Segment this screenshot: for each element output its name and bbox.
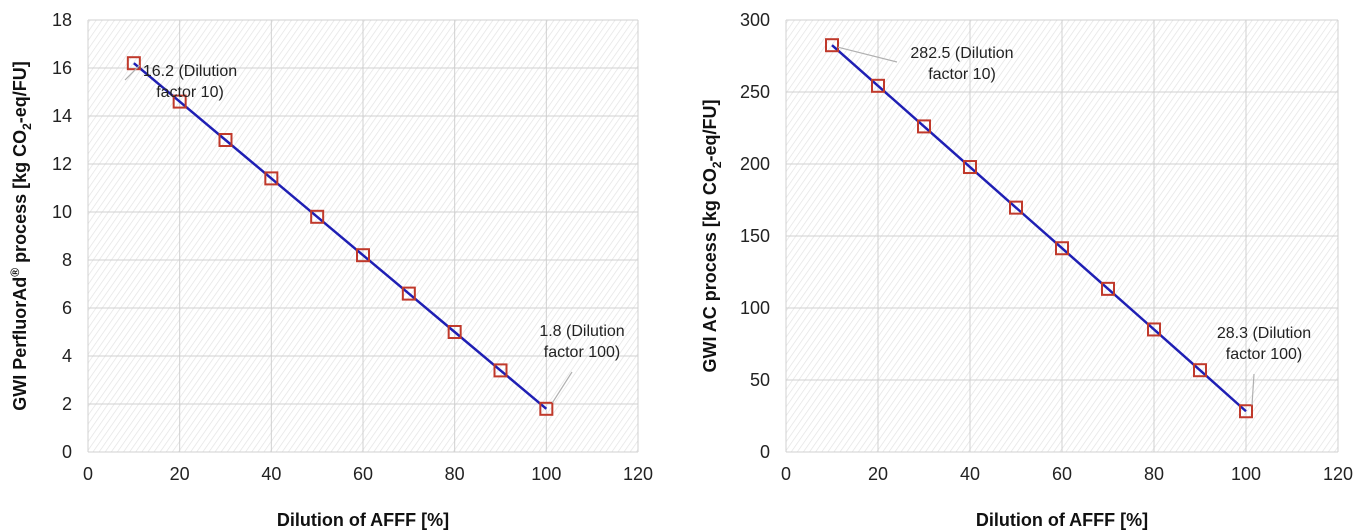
data-point-marker: [963, 160, 977, 175]
y-tick-label: 8: [62, 250, 72, 270]
data-annotation: 28.3 (Dilution factor 100): [1217, 325, 1311, 363]
annotation-leader-line: [837, 46, 898, 63]
data-point-marker: [493, 363, 508, 378]
y-axis-title: GWI PerfluorAd® process [kg CO2-eq/FU]: [8, 61, 34, 411]
y-tick-label: 2: [62, 394, 72, 414]
x-tick-label: 20: [170, 464, 190, 484]
x-tick-label: 0: [781, 464, 791, 484]
y-tick-label: 150: [740, 226, 770, 246]
y-tick-label: 18: [52, 10, 72, 30]
left-chart-panel: 0 2 4 6 8 10 12 14 16 18 0 20 40 60 80 100 120 Dilution o…: [8, 10, 653, 530]
y-tick-label: 250: [740, 82, 770, 102]
right-chart-panel: 0 50 100 150 200 250 300 0 20 40 60 80 100 120 Dilutio…: [686, 0, 1372, 532]
data-point-marker: [126, 56, 141, 71]
y-tick-label: 14: [52, 106, 72, 126]
y-tick-label: 4: [62, 346, 72, 366]
data-point-marker: [871, 78, 885, 93]
data-annotation: 1.8 (Dilution factor 100): [539, 323, 624, 361]
data-point-marker: [1193, 363, 1207, 378]
data-point-marker: [218, 133, 233, 147]
data-point-marker: [1009, 200, 1023, 215]
series-line: [831, 44, 1247, 413]
data-point-marker: [401, 286, 416, 301]
x-tick-label: 60: [1052, 464, 1072, 484]
data-point-marker: [310, 209, 325, 224]
x-tick-label: 80: [1144, 464, 1164, 484]
data-point-marker: [447, 325, 462, 339]
x-tick-label: 100: [531, 464, 561, 484]
data-annotation: 282.5 (Dilution factor 10): [910, 45, 1013, 83]
y-tick-label: 6: [62, 298, 72, 318]
x-axis-title: Dilution of AFFF [%]: [976, 510, 1148, 530]
y-tick-label: 0: [62, 442, 72, 462]
x-tick-label: 40: [261, 464, 281, 484]
right-chart: 0 50 100 150 200 250 300 0 20 40 60 80 100 120 Dilutio…: [700, 10, 1353, 530]
data-point-marker: [1055, 241, 1069, 256]
x-tick-label: 100: [1231, 464, 1261, 484]
x-axis-title: Dilution of AFFF [%]: [277, 510, 449, 530]
y-tick-label: 12: [52, 154, 72, 174]
data-point-marker: [356, 248, 370, 263]
y-tick-label: 10: [52, 202, 72, 222]
y-tick-label: 300: [740, 10, 770, 30]
data-point-marker: [172, 94, 187, 109]
annotation-leader-line: [551, 371, 573, 404]
x-tick-label: 120: [1323, 464, 1353, 484]
x-tick-label: 80: [445, 464, 465, 484]
y-axis-title: GWI AC process [kg CO2-eq/FU]: [700, 99, 724, 372]
data-point-marker: [1239, 404, 1253, 419]
data-point-marker: [917, 119, 931, 134]
series-line: [133, 62, 548, 410]
data-annotation: 16.2 (Dilution factor 10): [143, 63, 237, 101]
x-tick-label: 120: [623, 464, 653, 484]
x-tick-label: 60: [353, 464, 373, 484]
x-tick-label: 0: [83, 464, 93, 484]
data-point-marker: [1101, 281, 1115, 296]
data-point-marker: [825, 38, 839, 53]
data-point-marker: [539, 401, 554, 416]
data-point-marker: [264, 171, 279, 186]
annotation-leader-line: [124, 64, 141, 81]
left-chart: 0 2 4 6 8 10 12 14 16 18 0 20 40 60 80 100 120 Dilution o…: [8, 10, 653, 530]
y-tick-label: 50: [750, 370, 770, 390]
annotation-leader-line: [1251, 373, 1255, 406]
y-tick-label: 100: [740, 298, 770, 318]
y-tick-label: 200: [740, 154, 770, 174]
y-tick-label: 16: [52, 58, 72, 78]
data-point-marker: [1147, 322, 1161, 337]
y-tick-label: 0: [760, 442, 770, 462]
x-tick-label: 20: [868, 464, 888, 484]
x-tick-label: 40: [960, 464, 980, 484]
